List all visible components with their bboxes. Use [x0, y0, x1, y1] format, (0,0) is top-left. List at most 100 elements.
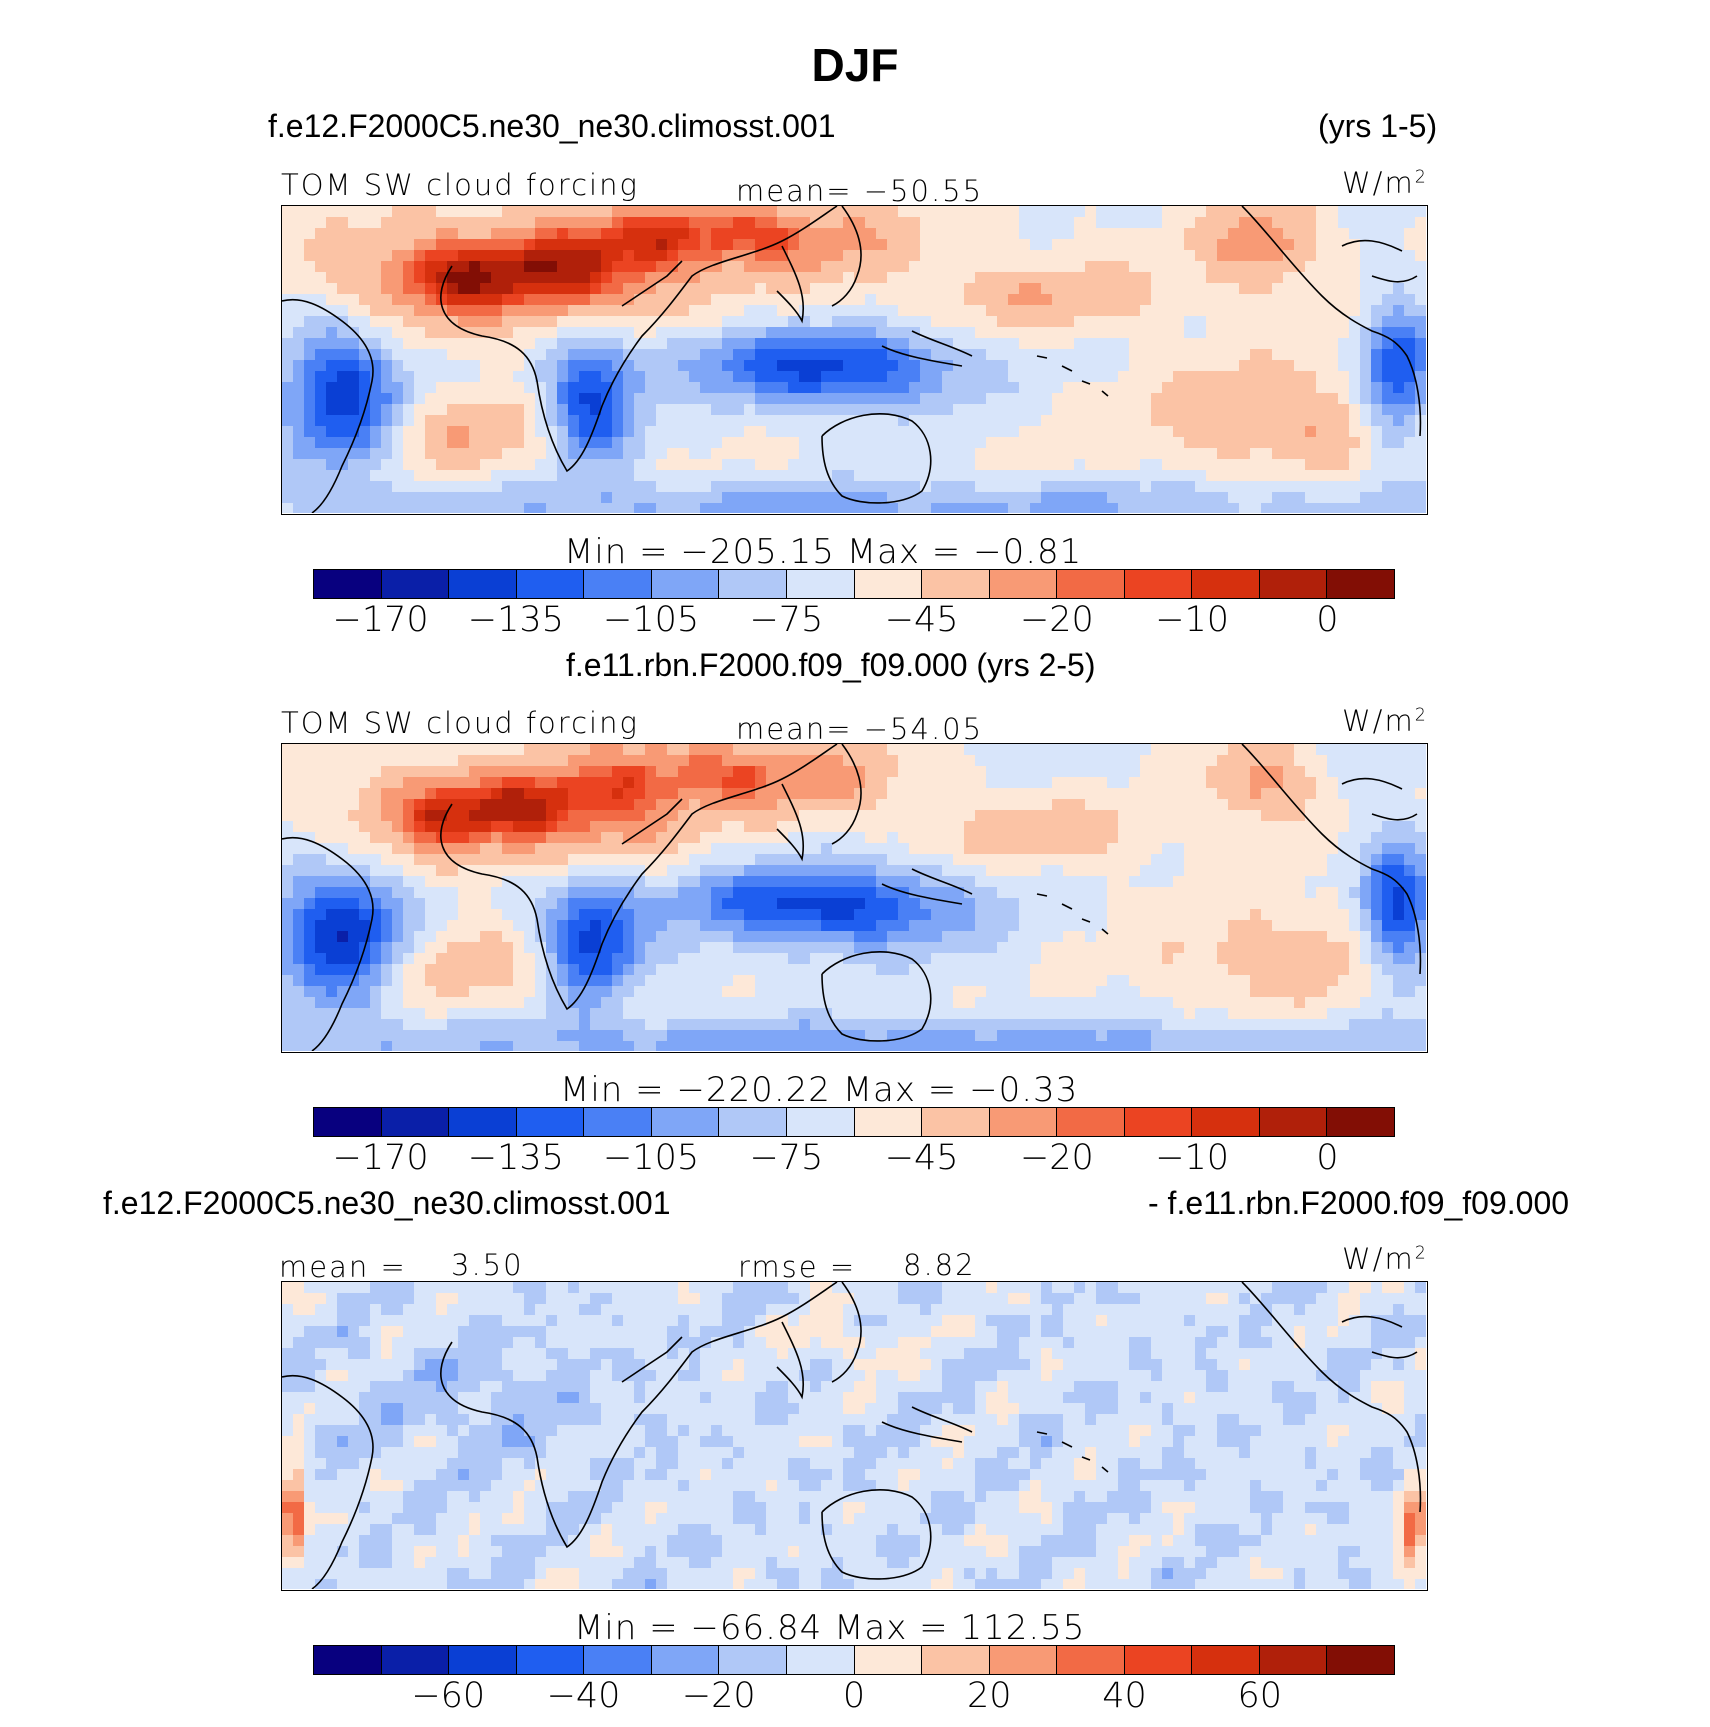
colorbar-tick-label: −60 — [411, 1676, 486, 1716]
colorbar-swatch — [651, 570, 720, 598]
colorbar-tick-label: 20 — [966, 1676, 1012, 1716]
colorbar-swatch — [516, 570, 585, 598]
panel3-case-name: f.e12.F2000C5.ne30_ne30.climosst.001 — [103, 1185, 671, 1221]
colorbar-tick-label: 0 — [1316, 1138, 1339, 1178]
colorbar-tick-label: −10 — [1155, 600, 1230, 640]
colorbar-tick-label: −135 — [467, 1138, 564, 1178]
colorbar-swatch — [854, 1646, 923, 1674]
panel3-minmax: Min = −66.84 Max = 112.55 — [574, 1608, 1086, 1648]
colorbar-swatch — [651, 1108, 720, 1136]
colorbar-swatch — [584, 570, 652, 598]
colorbar-swatch — [1259, 1108, 1328, 1136]
colorbar-swatch — [719, 1108, 787, 1136]
colorbar-swatch — [449, 570, 517, 598]
colorbar-tick-label: 0 — [842, 1676, 866, 1716]
colorbar-swatch — [1327, 570, 1394, 598]
colorbar-swatch — [1057, 1108, 1125, 1136]
colorbar-tick-label: −20 — [1019, 600, 1094, 640]
panel3-map-svg — [282, 1282, 1426, 1589]
colorbar-tick-label: −170 — [332, 1138, 429, 1178]
colorbar-swatch — [989, 570, 1058, 598]
colorbar-swatch — [989, 1646, 1058, 1674]
colorbar-swatch — [381, 570, 450, 598]
panel2-units: W/m2 — [1342, 704, 1428, 738]
panel1-colorbar — [313, 569, 1395, 599]
colorbar-tick-label: −20 — [681, 1676, 756, 1716]
panel2-mean: mean= −54.05 — [736, 712, 984, 746]
colorbar-swatch — [922, 1108, 990, 1136]
panel1-minmax: Min = −205.15 Max = −0.81 — [564, 532, 1083, 572]
panel1-case-name: f.e12.F2000C5.ne30_ne30.climosst.001 — [268, 108, 836, 144]
colorbar-swatch — [449, 1108, 517, 1136]
panel2-case-name: f.e11.rbn.F2000.f09_f09.000 (yrs 2-5) — [566, 647, 1096, 683]
colorbar-swatch — [1124, 1646, 1193, 1674]
colorbar-tick-label: −135 — [467, 600, 564, 640]
colorbar-swatch — [584, 1108, 652, 1136]
colorbar-tick-label: −20 — [1019, 1138, 1094, 1178]
colorbar-swatch — [786, 1108, 855, 1136]
panel3-units: W/m2 — [1342, 1242, 1428, 1276]
colorbar-swatch — [651, 1646, 720, 1674]
colorbar-tick-label: 60 — [1237, 1676, 1283, 1716]
panel3-minus-case: - f.e11.rbn.F2000.f09_f09.000 — [1148, 1185, 1570, 1221]
colorbar-swatch — [314, 1646, 382, 1674]
colorbar-swatch — [989, 1108, 1058, 1136]
panel2-minmax: Min = −220.22 Max = −0.33 — [560, 1070, 1079, 1110]
panel3-rmse-value: 8.82 — [903, 1248, 976, 1282]
colorbar-swatch — [314, 1108, 382, 1136]
panel2-variable-label: TOM SW cloud forcing — [281, 706, 639, 740]
colorbar-tick-label: −75 — [749, 1138, 824, 1178]
panel3-map — [281, 1281, 1428, 1591]
panel1-map — [281, 205, 1428, 515]
colorbar-swatch — [1259, 570, 1328, 598]
colorbar-swatch — [1327, 1646, 1394, 1674]
colorbar-tick-label: 40 — [1102, 1676, 1147, 1716]
panel2-map — [281, 743, 1428, 1053]
colorbar-tick-label: −45 — [884, 1138, 959, 1178]
colorbar-swatch — [584, 1646, 652, 1674]
colorbar-swatch — [854, 570, 923, 598]
colorbar-swatch — [381, 1108, 450, 1136]
colorbar-tick-label: −10 — [1155, 1138, 1230, 1178]
colorbar-swatch — [1124, 1108, 1193, 1136]
colorbar-tick-label: −170 — [332, 600, 429, 640]
colorbar-swatch — [516, 1646, 585, 1674]
panel3-mean-value: 3.50 — [451, 1248, 524, 1282]
colorbar-swatch — [1192, 570, 1260, 598]
panel1-units: W/m2 — [1342, 166, 1428, 200]
colorbar-swatch — [1124, 570, 1193, 598]
panel1-map-svg — [282, 206, 1426, 513]
figure-title: DJF — [811, 39, 899, 91]
panel3-mean-label: mean = — [279, 1250, 407, 1284]
colorbar-swatch — [786, 1646, 855, 1674]
colorbar-swatch — [314, 570, 382, 598]
colorbar-tick-label: −45 — [884, 600, 959, 640]
colorbar-swatch — [922, 1646, 990, 1674]
colorbar-tick-label: −105 — [603, 600, 700, 640]
colorbar-swatch — [516, 1108, 585, 1136]
colorbar-swatch — [922, 570, 990, 598]
colorbar-swatch — [719, 1646, 787, 1674]
panel1-mean: mean= −50.55 — [736, 174, 984, 208]
colorbar-swatch — [1192, 1108, 1260, 1136]
panel2-colorbar — [313, 1107, 1395, 1137]
colorbar-swatch — [854, 1108, 923, 1136]
colorbar-swatch — [449, 1646, 517, 1674]
colorbar-swatch — [381, 1646, 450, 1674]
colorbar-swatch — [1327, 1108, 1394, 1136]
colorbar-tick-label: −105 — [603, 1138, 700, 1178]
colorbar-swatch — [719, 570, 787, 598]
panel3-rmse-label: rmse = — [738, 1250, 857, 1284]
colorbar-swatch — [1057, 1646, 1125, 1674]
colorbar-swatch — [1192, 1646, 1260, 1674]
panel1-variable-label: TOM SW cloud forcing — [281, 168, 639, 202]
colorbar-swatch — [1057, 570, 1125, 598]
panel3-colorbar — [313, 1645, 1395, 1675]
colorbar-tick-label: −40 — [546, 1676, 621, 1716]
colorbar-swatch — [1259, 1646, 1328, 1674]
colorbar-swatch — [786, 570, 855, 598]
colorbar-tick-label: 0 — [1316, 600, 1339, 640]
panel2-map-svg — [282, 744, 1426, 1051]
panel1-years: (yrs 1-5) — [1318, 108, 1438, 144]
colorbar-tick-label: −75 — [749, 600, 824, 640]
